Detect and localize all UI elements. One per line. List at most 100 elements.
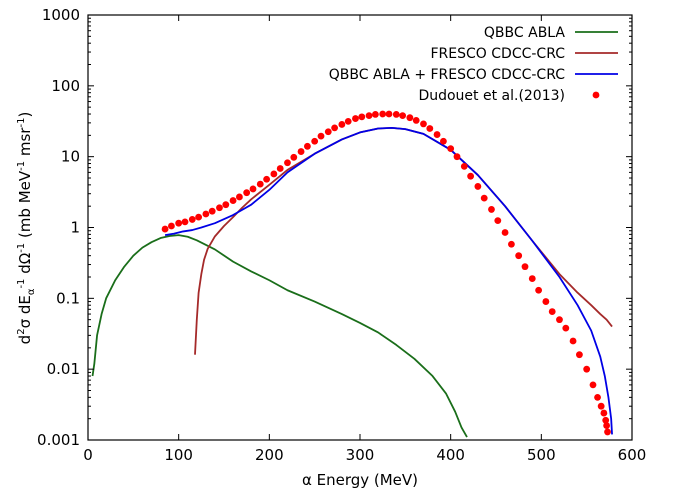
data-point [604, 428, 611, 436]
y-tick-label: 100 [51, 77, 80, 95]
data-point [426, 125, 434, 132]
data-point [216, 204, 223, 212]
data-point [331, 124, 339, 132]
data-point [535, 286, 543, 294]
data-point [304, 142, 311, 150]
x-tick-label: 400 [436, 446, 465, 464]
data-point [222, 201, 230, 209]
data-point [594, 393, 601, 401]
series-line-0 [91, 234, 468, 438]
legend-label-1: FRESCO CDCC-CRC [431, 46, 566, 62]
x-tick-label: 500 [527, 446, 556, 464]
legend-label-2: QBBC ABLA + FRESCO CDCC-CRC [329, 67, 565, 83]
data-point [440, 137, 447, 145]
x-axis-ticks: 0 100 200 300 400 500 600 [83, 15, 646, 464]
plot-series-group [91, 126, 613, 438]
data-point [562, 324, 570, 332]
x-axis-label: α Energy (MeV) [302, 471, 418, 489]
data-point [480, 194, 488, 202]
data-point [161, 225, 169, 233]
data-point [256, 180, 264, 188]
data-point [569, 337, 577, 345]
data-point [602, 416, 610, 424]
series-line-1 [194, 126, 613, 355]
data-point [474, 183, 482, 190]
data-point [175, 219, 183, 227]
data-point [589, 381, 597, 389]
data-point [548, 308, 556, 315]
data-point [385, 110, 393, 118]
y-tick-label: 0.01 [47, 360, 80, 378]
x-tick-label: 100 [164, 446, 193, 464]
data-point [556, 316, 563, 324]
x-tick-label: 200 [255, 446, 284, 464]
data-point [412, 117, 420, 124]
data-point [202, 210, 210, 218]
data-point [324, 128, 332, 136]
data-point [195, 213, 203, 221]
y-axis-ticks: 0.001 0.01 0.1 1 10 100 1000 [37, 6, 632, 449]
data-point [399, 112, 407, 119]
data-point [263, 175, 271, 183]
data-point [358, 113, 366, 121]
data-point [447, 145, 455, 153]
data-point [515, 252, 523, 260]
x-tick-label: 600 [618, 446, 647, 464]
data-point [467, 172, 475, 180]
data-point [181, 218, 189, 226]
data-point [311, 137, 319, 145]
data-point [344, 117, 352, 125]
data-point [406, 114, 414, 122]
data-point [542, 298, 550, 305]
y-tick-label: 1000 [42, 6, 80, 24]
data-point [453, 153, 461, 161]
y-tick-label: 0.001 [37, 431, 80, 449]
data-point [317, 132, 325, 140]
data-point [508, 240, 515, 248]
data-point [229, 197, 237, 204]
data-point [297, 148, 305, 155]
series-line-2 [164, 126, 613, 435]
data-point [460, 162, 468, 170]
data-point [603, 422, 611, 429]
data-point [501, 229, 509, 236]
data-point [270, 170, 278, 178]
data-point [168, 222, 175, 230]
data-point [528, 275, 536, 282]
data-point [188, 216, 196, 223]
y-axis-label: d2σ dEα-1 dΩ-1 (mb MeV-1 msr-1) [16, 112, 37, 345]
legend-swatch-3 [592, 91, 600, 99]
data-point [249, 185, 257, 193]
data-point [352, 115, 359, 122]
data-point [372, 111, 379, 118]
data-point [433, 131, 441, 138]
x-tick-label: 300 [346, 446, 375, 464]
data-point [338, 121, 346, 128]
data-point [576, 351, 583, 359]
data-point [365, 112, 373, 119]
data-point [392, 111, 400, 118]
data-point [494, 217, 502, 225]
data-point [521, 263, 529, 271]
data-point [600, 409, 608, 417]
y-tick-label: 1 [70, 219, 80, 237]
data-point [243, 189, 251, 197]
data-point [379, 110, 387, 118]
data-point [236, 193, 243, 201]
data-point [597, 402, 605, 410]
y-tick-label: 10 [61, 148, 80, 166]
data-point [583, 365, 591, 373]
legend-label-0: QBBC ABLA [484, 25, 566, 41]
data-point [290, 153, 298, 161]
data-point [420, 120, 427, 128]
legend-label-3: Dudouet et al.(2013) [418, 88, 565, 104]
data-point [208, 207, 216, 215]
x-tick-label: 0 [83, 446, 93, 464]
data-point [276, 165, 284, 172]
plot-points-group [161, 110, 611, 436]
y-tick-label: 0.1 [56, 289, 80, 307]
data-point [488, 206, 495, 213]
data-point [284, 159, 291, 167]
legend: QBBC ABLA FRESCO CDCC-CRC QBBC ABLA + FRES… [329, 25, 618, 104]
